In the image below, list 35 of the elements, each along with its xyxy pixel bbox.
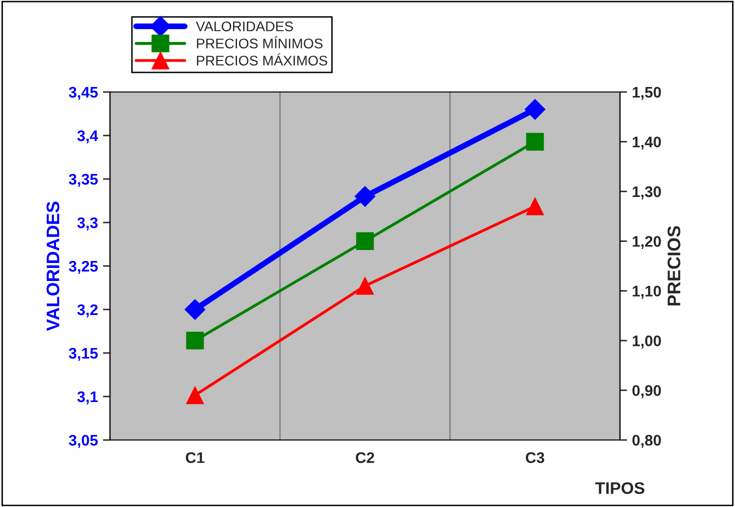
y2-tick-label: 1,50	[632, 86, 661, 100]
point	[184, 299, 206, 320]
legend-label: VALORIDADES	[196, 21, 293, 32]
x-tick-label: C3	[526, 452, 544, 464]
y2-tick-label: 1,20	[632, 236, 661, 250]
y-tick-label: 3,4	[77, 130, 98, 144]
y-tick-label: 3,45	[68, 86, 98, 100]
point	[354, 186, 376, 207]
y-tick-label: 3,15	[68, 348, 98, 361]
legend-label: PRECIOS MÍNIMOS	[196, 36, 323, 48]
y2-axis-title: PRECIOS	[668, 226, 680, 306]
y-tick-label: 3,2	[77, 304, 98, 318]
y-axis-title: VALORIDADES	[46, 202, 60, 331]
point	[186, 386, 204, 404]
point	[524, 99, 546, 120]
y-tick-label: 3,3	[77, 217, 98, 230]
y-tick-label: 3,05	[68, 434, 98, 448]
legend-label: PRECIOS MÁXIMOS	[196, 53, 328, 66]
y-tick-label: 3,25	[68, 260, 98, 274]
x-tick-label: C2	[356, 452, 374, 464]
x-tick-label: C1	[186, 452, 204, 464]
y2-tick-label: 0,90	[632, 385, 661, 398]
y-tick-label: 3,1	[77, 391, 98, 404]
point	[356, 277, 374, 295]
point	[526, 197, 544, 216]
point	[186, 332, 204, 350]
y2-tick-label: 0,80	[632, 434, 661, 448]
point	[356, 232, 374, 250]
x-axis-title: TIPOS	[595, 482, 644, 494]
y2-tick-label: 1,30	[632, 186, 661, 200]
y2-tick-label: 1,00	[632, 335, 661, 348]
y2-tick-label: 1,10	[632, 286, 661, 299]
y-tick-label: 3,35	[68, 174, 98, 187]
point	[526, 132, 544, 151]
y2-tick-label: 1,40	[632, 136, 661, 150]
